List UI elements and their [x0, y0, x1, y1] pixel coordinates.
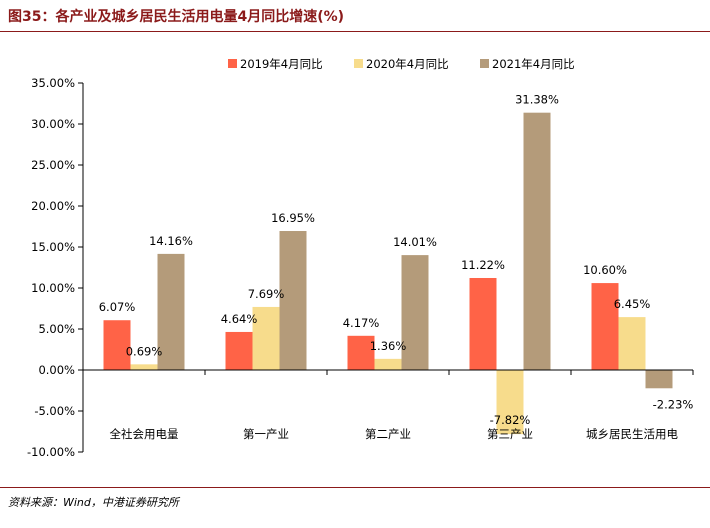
bar — [374, 358, 402, 370]
bar — [347, 335, 375, 370]
data-label: 10.60% — [583, 263, 627, 277]
y-tick-label: 5.00% — [38, 322, 75, 336]
data-label: 31.38% — [515, 93, 559, 107]
legend-swatch — [480, 59, 489, 68]
chart-bars — [103, 112, 673, 435]
data-label: 6.07% — [99, 300, 136, 314]
bar — [401, 255, 429, 370]
bar — [618, 317, 646, 370]
x-tick-label: 城乡居民生活用电 — [586, 427, 678, 441]
data-label: 7.69% — [248, 287, 285, 301]
bar — [157, 253, 185, 370]
data-label: 0.69% — [126, 344, 163, 358]
legend-entry: 2019年4月同比 — [240, 57, 323, 71]
legend-entry: 2020年4月同比 — [366, 57, 449, 71]
y-tick-label: 10.00% — [31, 281, 75, 295]
bar — [252, 306, 280, 370]
figure-title: 图35：各产业及城乡居民生活用电量4月同比增速(%) — [8, 9, 345, 25]
bar — [279, 231, 307, 370]
x-tick-label: 第二产业 — [365, 427, 411, 441]
bar-chart: 2019年4月同比 2020年4月同比 2021年4月同比 -10.00% -5.00… — [27, 57, 694, 459]
y-tick-label: 35.00% — [31, 76, 75, 90]
data-label: 1.36% — [370, 339, 407, 353]
legend-swatch — [228, 59, 237, 68]
chart-legend: 2019年4月同比 2020年4月同比 2021年4月同比 — [228, 57, 575, 71]
legend-swatch — [354, 59, 363, 68]
data-label: 14.16% — [149, 234, 193, 248]
x-tick-label: 第三产业 — [487, 427, 533, 441]
bar — [469, 277, 497, 370]
bar — [523, 112, 551, 371]
bar — [496, 370, 524, 435]
y-tick-label: -5.00% — [34, 404, 75, 418]
data-label: 4.17% — [343, 316, 380, 330]
x-tick-label: 第一产业 — [243, 427, 289, 441]
source-rule — [0, 487, 710, 488]
bar — [225, 331, 253, 370]
source-note: 资料来源：Wind，中港证券研究所 — [8, 496, 179, 509]
data-labels: 6.07% 4.64% 4.17% 11.22% 10.60% 0.69% 7.69% 1.3… — [99, 93, 694, 427]
bar — [103, 320, 131, 370]
x-tick-label: 全社会用电量 — [110, 427, 179, 441]
bar — [591, 283, 619, 370]
legend-entry: 2021年4月同比 — [492, 57, 575, 71]
y-tick-label: 20.00% — [31, 199, 75, 213]
data-label: 4.64% — [221, 312, 258, 326]
data-label: 6.45% — [614, 297, 651, 311]
data-label: -2.23% — [653, 397, 694, 411]
title-rule — [0, 31, 710, 32]
data-label: -7.82% — [490, 413, 531, 427]
y-axis: -10.00% -5.00% 0.00% 5.00% 10.00% 15.00% 20.00… — [27, 76, 84, 459]
y-tick-label: 25.00% — [31, 158, 75, 172]
y-tick-label: 15.00% — [31, 240, 75, 254]
y-tick-label: 0.00% — [38, 363, 75, 377]
data-label: 14.01% — [393, 235, 437, 249]
data-label: 11.22% — [461, 258, 505, 272]
bar — [130, 364, 158, 370]
data-label: 16.95% — [271, 211, 315, 225]
y-tick-label: 30.00% — [31, 117, 75, 131]
y-tick-label: -10.00% — [27, 445, 75, 459]
bar — [645, 370, 673, 389]
x-axis: 全社会用电量 第一产业 第二产业 第三产业 城乡居民生活用电 — [82, 369, 694, 441]
